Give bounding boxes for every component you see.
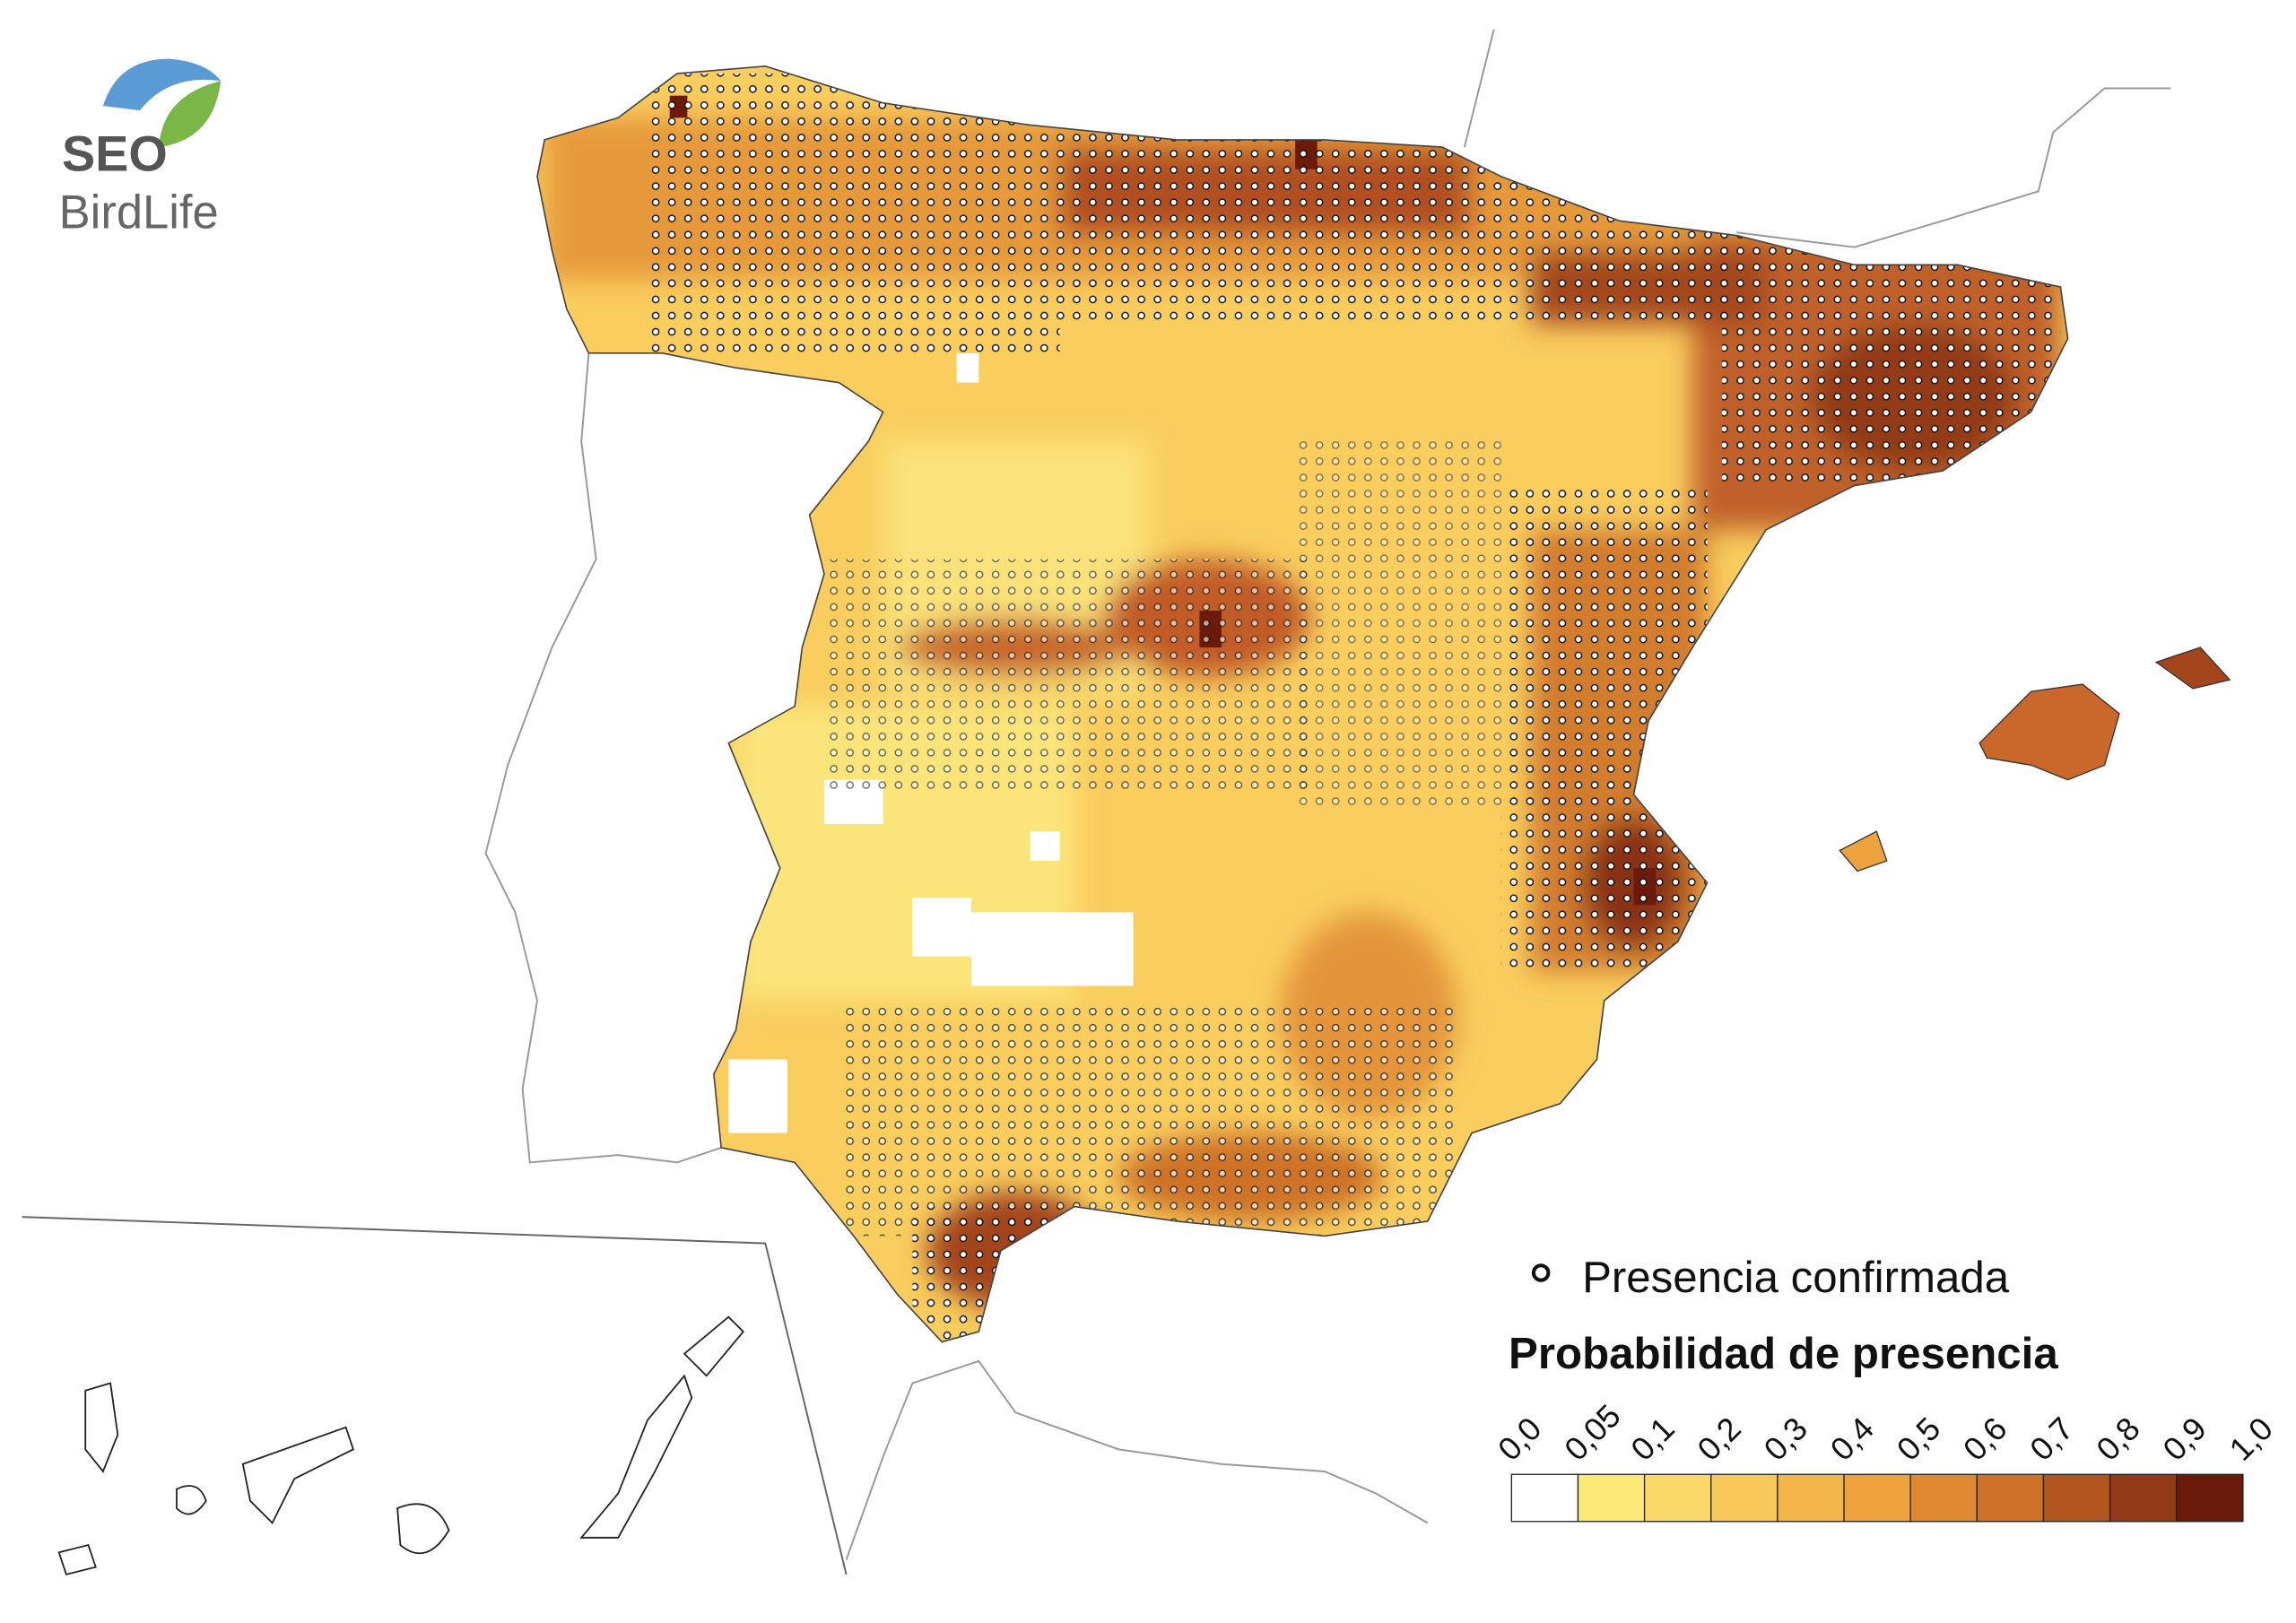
france-coast-east	[1736, 87, 2171, 248]
legend-swatch	[1843, 1473, 1911, 1523]
outlines	[22, 29, 2171, 1575]
logo-text: SEO	[62, 125, 168, 181]
logo-leaf	[159, 81, 222, 148]
legend-tick-label: 0,7	[2022, 1410, 2080, 1467]
morocco-coast	[845, 1359, 1429, 1560]
legend-tick-label: 0,3	[1757, 1410, 1814, 1467]
legend-swatch	[1643, 1473, 1712, 1523]
legend-tick-label: 0,8	[2089, 1410, 2146, 1467]
legend-label: Presencia confirmada	[1582, 1253, 2010, 1302]
presence-symbol	[1531, 1263, 1551, 1282]
legend-swatch	[2042, 1473, 2111, 1523]
legend-swatch	[1710, 1473, 1779, 1523]
legend-tick-label: 0,4	[1823, 1410, 1881, 1467]
logo-arc	[102, 58, 222, 111]
legend-swatch	[2109, 1473, 2178, 1523]
logo: SEO BirdLife	[59, 58, 222, 239]
canary-divider	[22, 1216, 848, 1575]
legend-tick-label: 0,6	[1956, 1410, 2013, 1467]
legend-tick-label: 0,0	[1491, 1410, 1548, 1467]
france-coast	[1463, 29, 1495, 148]
canary-islands	[57, 1315, 744, 1575]
legend-tick-label: 0,2	[1690, 1410, 1747, 1467]
legend-title: Probabilidad de presencia	[1509, 1329, 2058, 1378]
balearic-islands	[1839, 647, 2231, 872]
legend-swatch	[1577, 1473, 1646, 1523]
legend-tick-label: 1,0	[2222, 1410, 2280, 1467]
legend-swatch	[1510, 1473, 1579, 1523]
legend-swatch	[1777, 1473, 1845, 1523]
legend-tick-label: 0,5	[1890, 1410, 1947, 1467]
legend-tick-label: 0,1	[1623, 1410, 1681, 1467]
legend-tick-label: 0,05	[1557, 1397, 1628, 1468]
legend-tick-label: 0,9	[2155, 1410, 2213, 1467]
legend-swatch	[1909, 1473, 1978, 1523]
portugal-coast	[484, 352, 722, 1164]
legend-swatch	[1976, 1473, 2045, 1523]
legend: Presencia confirmada Probabilidad de pre…	[1491, 1253, 2280, 1523]
logo-text: BirdLife	[59, 186, 219, 239]
legend-swatch	[2176, 1473, 2244, 1523]
